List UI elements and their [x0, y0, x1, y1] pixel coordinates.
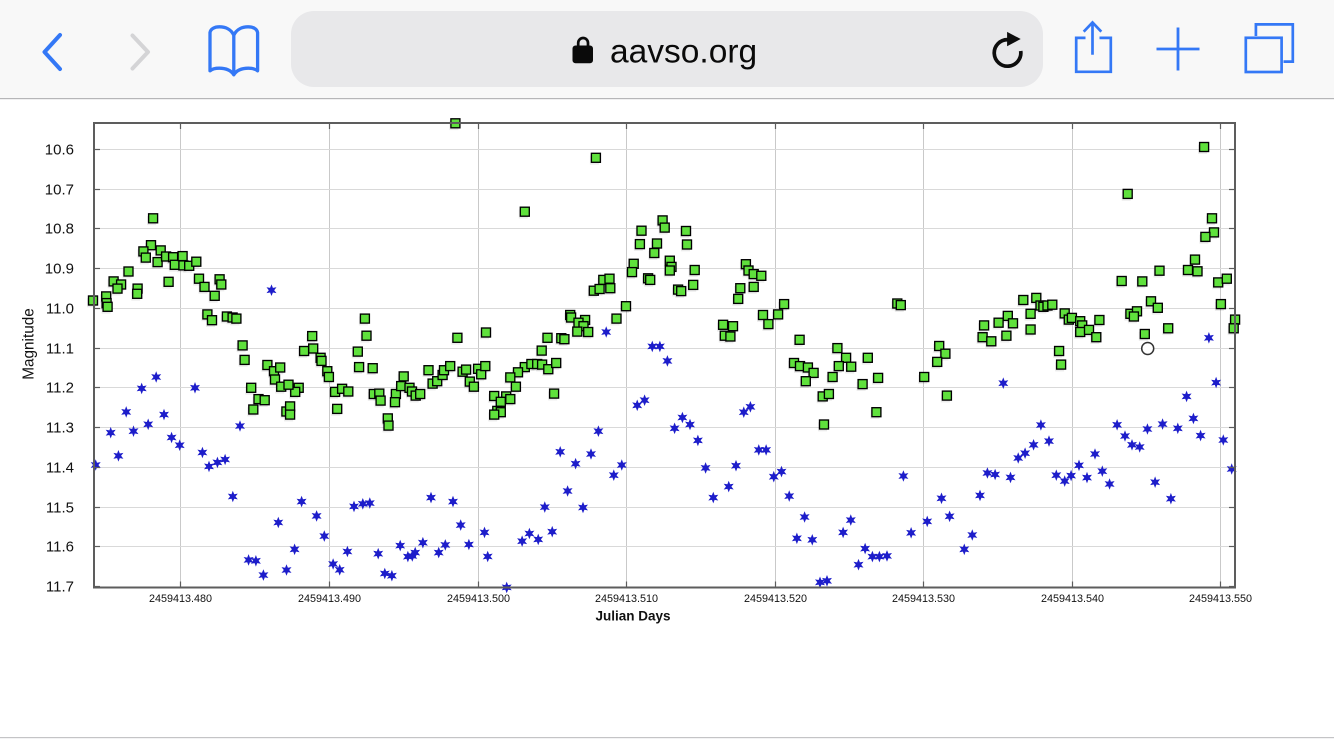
svg-text:2459413.500: 2459413.500: [447, 593, 510, 605]
svg-text:11.0: 11.0: [46, 300, 74, 317]
svg-text:2459413.540: 2459413.540: [1041, 593, 1104, 605]
svg-text:11.1: 11.1: [46, 340, 74, 357]
svg-text:2459413.480: 2459413.480: [149, 593, 212, 605]
svg-text:10.8: 10.8: [45, 220, 74, 237]
svg-text:11.6: 11.6: [46, 538, 74, 555]
svg-text:11.5: 11.5: [46, 499, 74, 516]
svg-text:2459413.490: 2459413.490: [298, 593, 361, 605]
svg-text:Magnitude: Magnitude: [21, 308, 38, 379]
svg-text:2459413.510: 2459413.510: [595, 593, 658, 605]
svg-text:2459413.520: 2459413.520: [744, 593, 807, 605]
svg-text:2459413.550: 2459413.550: [1189, 593, 1252, 605]
svg-text:11.3: 11.3: [46, 419, 74, 436]
svg-text:11.7: 11.7: [46, 578, 74, 595]
svg-text:11.2: 11.2: [46, 379, 74, 396]
svg-text:10.7: 10.7: [45, 181, 74, 198]
svg-text:aavso.org: aavso.org: [610, 34, 757, 71]
svg-text:Julian Days: Julian Days: [595, 609, 670, 624]
svg-text:11.4: 11.4: [46, 459, 74, 476]
svg-text:2459413.530: 2459413.530: [892, 593, 955, 605]
svg-text:10.6: 10.6: [45, 141, 74, 158]
svg-text:10.9: 10.9: [45, 260, 74, 277]
